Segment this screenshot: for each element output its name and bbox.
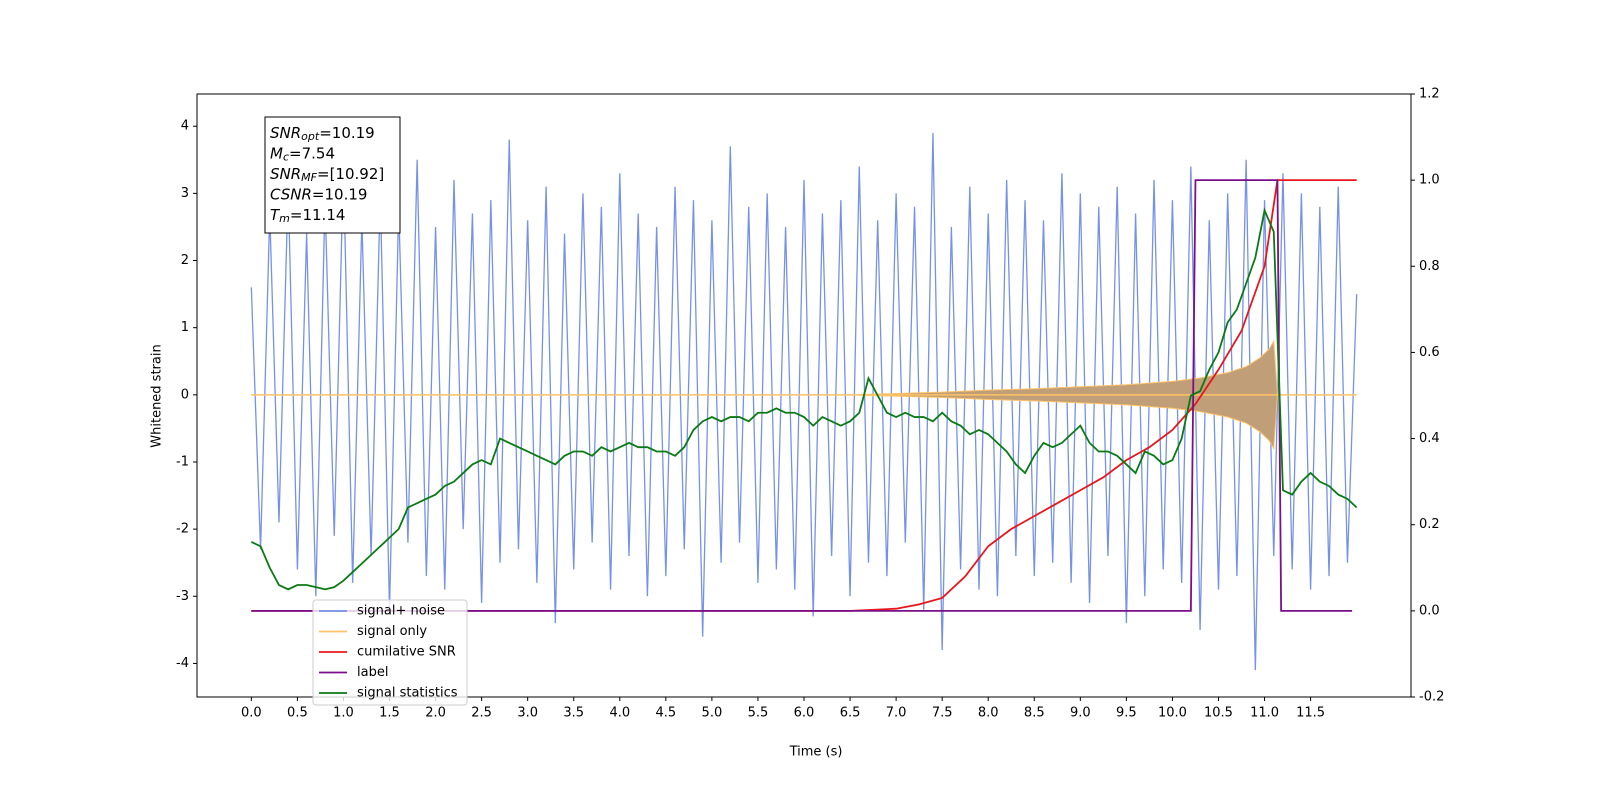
y-tick-label: -2 [176,522,189,537]
y2-tick-label: -0.2 [1419,690,1444,705]
x-tick-label: 9.5 [1116,706,1137,721]
x-tick-label: 2.5 [471,706,492,721]
legend-label: signal+ noise [357,604,445,619]
plot-area [250,132,1358,671]
x-tick-label: 0.5 [287,706,308,721]
x-tick-label: 6.5 [840,706,861,721]
annotation-base: M [270,144,283,162]
y-tick-label: 2 [181,253,189,268]
y2-tick-label: 0.6 [1419,345,1440,360]
x-tick-label: 5.5 [748,706,769,721]
y-tick-label: 4 [181,119,189,134]
y-tick-label: 1 [181,320,189,335]
x-tick-label: 10.5 [1204,706,1233,721]
x-tick-label: 7.0 [886,706,907,721]
y2-tick-label: 0.2 [1419,517,1440,532]
y2-tick-label: 0.0 [1419,603,1440,618]
x-tick-label: 1.0 [333,706,354,721]
annotation-base: SNR [270,165,301,183]
annotation-base: T [270,206,281,224]
annotation-value: =7.54 [289,144,335,162]
x-tick-label: 8.0 [978,706,999,721]
x-tick-label: 11.0 [1250,706,1279,721]
series-line [251,179,1357,612]
y-tick-label: -3 [176,589,189,604]
x-tick-label: 2.0 [425,706,446,721]
annotation-sub: MF [301,171,317,184]
annotation-text: CSNR=10.19 [270,185,367,203]
x-tick-label: 0.0 [241,706,262,721]
y-tick-label: -4 [176,656,189,671]
annotation-sub: opt [301,130,320,143]
x-tick-label: 10.0 [1158,706,1187,721]
x-tick-label: 11.5 [1296,706,1325,721]
x-tick-label: 3.0 [517,706,538,721]
annotation-text: Mc=7.54 [270,144,335,164]
y2-tick-label: 0.8 [1419,259,1440,274]
annotation-text: Tm=11.14 [270,206,345,226]
y2-tick-label: 1.2 [1419,87,1440,102]
x-tick-label: 6.0 [794,706,815,721]
annotation-frame [264,116,401,234]
series-line [251,179,1353,612]
y-tick-label: 0 [181,387,189,402]
annotation-base: SNR [270,124,301,142]
x-axis-label: Time (s) [789,745,843,760]
x-tick-label: 7.5 [932,706,953,721]
x-tick-label: 5.0 [702,706,723,721]
y-tick-label: -1 [176,454,189,469]
annotation-sub: c [283,151,289,164]
y-tick-label: 3 [181,186,189,201]
y2-tick-label: 1.0 [1419,173,1440,188]
legend-label: signal only [357,624,427,639]
annotation-text: SNRMF=[10.92] [270,165,384,185]
annotation-box: SNRopt=10.19Mc=7.54SNRMF=[10.92]CSNR=10.… [264,116,401,234]
x-tick-label: 8.5 [1024,706,1045,721]
annotation-base: CSNR [270,185,312,203]
annotation-value: =10.19 [319,124,375,142]
x-tick-label: 1.5 [379,706,400,721]
series-line [250,132,1358,671]
x-tick-label: 4.5 [655,706,676,721]
annotation-value: =11.14 [290,206,346,224]
legend-label: cumilative SNR [357,645,456,660]
legend-label: label [357,665,388,680]
legend-label: signal statistics [357,686,458,701]
x-tick-label: 4.0 [609,706,630,721]
annotation-sub: m [279,212,290,225]
y2-tick-label: 0.4 [1419,431,1440,446]
series-line [250,207,1358,591]
legend-frame [312,599,468,706]
x-tick-label: 9.0 [1070,706,1091,721]
plot-frame [196,93,1412,698]
annotation-text: SNRopt=10.19 [270,124,375,144]
x-tick-label: 3.5 [563,706,584,721]
annotation-value: =10.19 [312,185,368,203]
y-axis-label: Whitened strain [150,344,165,447]
annotation-value: =[10.92] [317,165,384,183]
legend: signal+ noise signal only cumilative SNR la… [312,599,468,706]
